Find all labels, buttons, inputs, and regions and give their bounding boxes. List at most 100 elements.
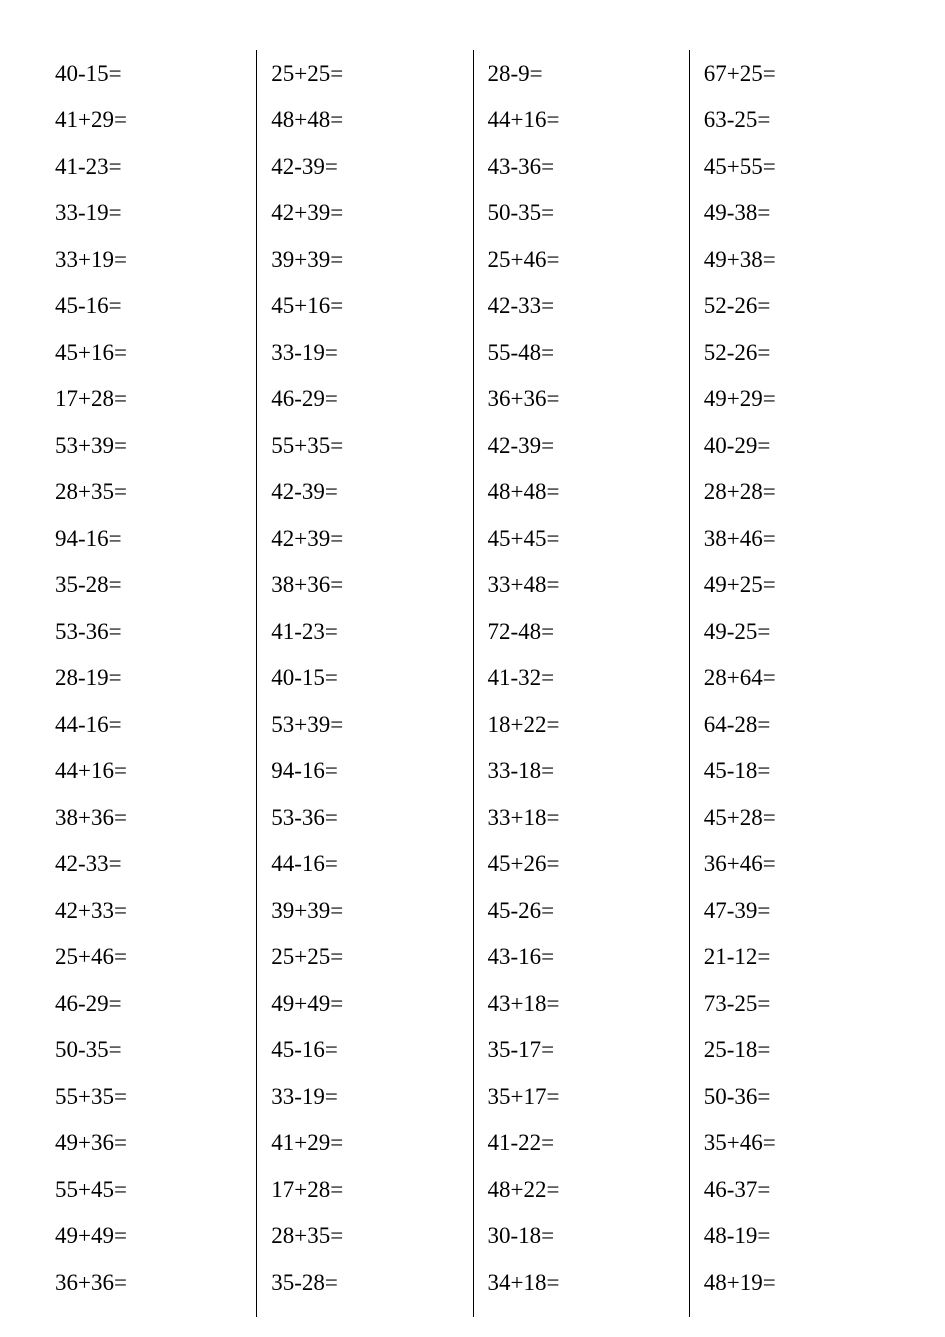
problem-cell: 50-36= (704, 1073, 895, 1120)
problem-cell: 33-19= (271, 329, 462, 376)
problem-cell: 55-48= (488, 329, 679, 376)
problem-cell: 50-35= (55, 1027, 246, 1074)
problem-cell: 33+48= (488, 562, 679, 609)
problem-cell: 40-29= (704, 422, 895, 469)
problem-cell: 48+48= (271, 97, 462, 144)
problem-cell: 38+46= (704, 515, 895, 562)
problem-cell: 46-37= (704, 1166, 895, 1213)
problem-cell: 25+46= (55, 934, 246, 981)
problem-cell: 55+45= (55, 1166, 246, 1213)
problem-cell: 28+28= (704, 469, 895, 516)
problem-cell: 25+46= (488, 236, 679, 283)
problem-cell: 48+48= (488, 469, 679, 516)
problem-cell: 42-39= (271, 469, 462, 516)
problem-cell: 50-35= (488, 190, 679, 237)
problem-cell: 17+28= (55, 376, 246, 423)
problem-cell: 53-36= (271, 794, 462, 841)
problem-cell: 45-26= (488, 887, 679, 934)
problem-cell: 34+18= (488, 1259, 679, 1306)
problem-cell: 45+26= (488, 841, 679, 888)
problem-cell: 33+19= (55, 236, 246, 283)
problem-cell: 45+55= (704, 143, 895, 190)
problem-cell: 45+45= (488, 515, 679, 562)
problem-cell: 44-16= (55, 701, 246, 748)
problem-cell: 55+35= (55, 1073, 246, 1120)
problem-cell: 28+64= (704, 655, 895, 702)
problem-cell: 42+39= (271, 515, 462, 562)
problem-cell: 64-28= (704, 701, 895, 748)
problem-cell: 72-48= (488, 608, 679, 655)
problem-cell: 35+46= (704, 1120, 895, 1167)
problem-cell: 18+22= (488, 701, 679, 748)
problem-cell: 49+25= (704, 562, 895, 609)
problem-cell: 55+35= (271, 422, 462, 469)
problem-cell: 49+38= (704, 236, 895, 283)
problem-cell: 35-17= (488, 1027, 679, 1074)
problem-cell: 94-16= (55, 515, 246, 562)
problem-cell: 44+16= (488, 97, 679, 144)
problem-cell: 48-19= (704, 1213, 895, 1260)
problem-cell: 36+36= (488, 376, 679, 423)
problem-cell: 52-26= (704, 283, 895, 330)
problem-cell: 42-39= (271, 143, 462, 190)
problem-cell: 35-28= (55, 562, 246, 609)
problem-cell: 53-36= (55, 608, 246, 655)
problem-cell: 25-18= (704, 1027, 895, 1074)
problem-cell: 46-29= (271, 376, 462, 423)
problem-cell: 52-26= (704, 329, 895, 376)
problem-cell: 25+25= (271, 50, 462, 97)
problem-cell: 45+16= (271, 283, 462, 330)
problem-cell: 41-22= (488, 1120, 679, 1167)
problem-cell: 45+16= (55, 329, 246, 376)
problem-cell: 40-15= (55, 50, 246, 97)
problem-cell: 28-19= (55, 655, 246, 702)
problem-cell: 41-23= (55, 143, 246, 190)
problem-cell: 21-12= (704, 934, 895, 981)
problem-cell: 39+39= (271, 887, 462, 934)
worksheet-column: 25+25=48+48=42-39=42+39=39+39=45+16=33-1… (256, 50, 472, 1317)
problem-cell: 47-39= (704, 887, 895, 934)
problem-cell: 41-32= (488, 655, 679, 702)
problem-cell: 43+18= (488, 980, 679, 1027)
problem-cell: 35-28= (271, 1259, 462, 1306)
problem-cell: 46-29= (55, 980, 246, 1027)
problem-cell: 48+22= (488, 1166, 679, 1213)
problem-cell: 42-33= (55, 841, 246, 888)
worksheet-column: 28-9=44+16=43-36=50-35=25+46=42-33=55-48… (473, 50, 689, 1317)
problem-cell: 28-9= (488, 50, 679, 97)
problem-cell: 42-33= (488, 283, 679, 330)
worksheet-column: 67+25=63-25=45+55=49-38=49+38=52-26=52-2… (689, 50, 905, 1317)
problem-cell: 38+36= (271, 562, 462, 609)
problem-cell: 33+18= (488, 794, 679, 841)
problem-cell: 42+33= (55, 887, 246, 934)
problem-cell: 45-16= (55, 283, 246, 330)
problem-cell: 43-36= (488, 143, 679, 190)
problem-cell: 45-18= (704, 748, 895, 795)
problem-cell: 41-23= (271, 608, 462, 655)
problem-cell: 40-15= (271, 655, 462, 702)
problem-cell: 44+16= (55, 748, 246, 795)
problem-cell: 42+39= (271, 190, 462, 237)
problem-cell: 17+28= (271, 1166, 462, 1213)
problem-cell: 33-19= (271, 1073, 462, 1120)
problem-cell: 49-38= (704, 190, 895, 237)
problem-cell: 33-18= (488, 748, 679, 795)
problem-cell: 44-16= (271, 841, 462, 888)
problem-cell: 35+17= (488, 1073, 679, 1120)
problem-cell: 43-16= (488, 934, 679, 981)
problem-cell: 49+36= (55, 1120, 246, 1167)
problem-cell: 41+29= (271, 1120, 462, 1167)
problem-cell: 45-16= (271, 1027, 462, 1074)
problem-cell: 33-19= (55, 190, 246, 237)
problem-cell: 25+25= (271, 934, 462, 981)
worksheet-column: 40-15=41+29=41-23=33-19=33+19=45-16=45+1… (55, 50, 256, 1317)
problem-cell: 53+39= (271, 701, 462, 748)
problem-cell: 36+46= (704, 841, 895, 888)
problem-cell: 63-25= (704, 97, 895, 144)
problem-cell: 42-39= (488, 422, 679, 469)
problem-cell: 49+29= (704, 376, 895, 423)
worksheet-grid: 40-15=41+29=41-23=33-19=33+19=45-16=45+1… (0, 0, 945, 1337)
problem-cell: 30-18= (488, 1213, 679, 1260)
problem-cell: 41+29= (55, 97, 246, 144)
problem-cell: 39+39= (271, 236, 462, 283)
